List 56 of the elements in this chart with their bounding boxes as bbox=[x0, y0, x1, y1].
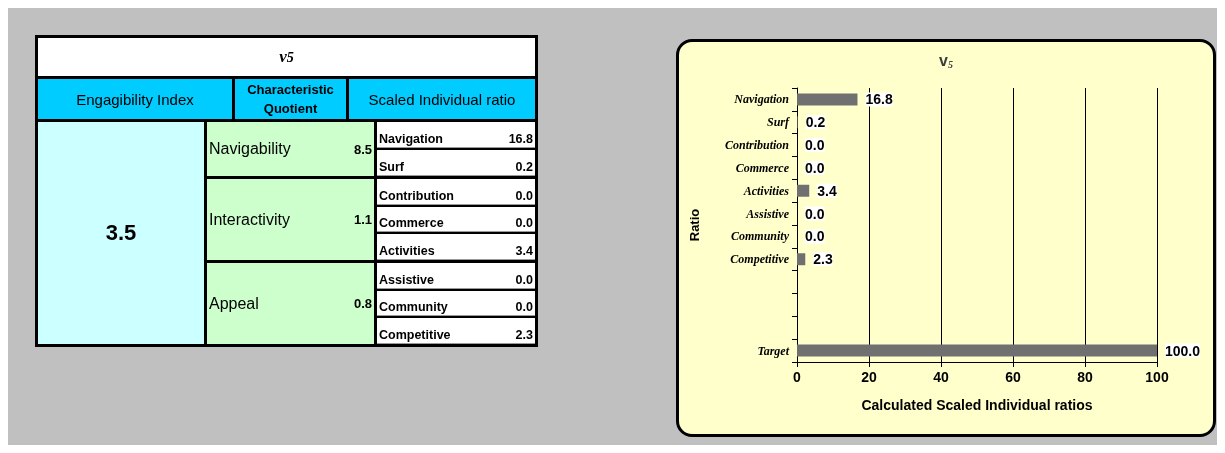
y-axis-title: Ratio bbox=[687, 208, 702, 242]
text: Activities bbox=[379, 244, 435, 259]
bar bbox=[797, 93, 858, 106]
data-label: 0.0 bbox=[805, 205, 825, 222]
text: Appeal bbox=[209, 294, 259, 313]
bar bbox=[797, 253, 806, 266]
data-label: 0.2 bbox=[805, 114, 826, 131]
text: Navigability bbox=[209, 140, 291, 158]
y-tick-label: Competitive bbox=[730, 252, 790, 267]
y-tick-label: Navigation bbox=[733, 92, 790, 107]
text: Competitive bbox=[379, 328, 451, 343]
text: 0.8 bbox=[353, 296, 372, 311]
x-tick-label: 100 bbox=[1145, 369, 1169, 385]
text: 2.3 bbox=[515, 328, 533, 343]
x-tick-label: 60 bbox=[1005, 369, 1021, 385]
text: 0.0 bbox=[515, 216, 533, 231]
x-tick-label: 80 bbox=[1077, 369, 1093, 385]
text: Interactivity bbox=[209, 210, 290, 229]
text: Scaled Individual ratio bbox=[349, 79, 535, 119]
y-tick-label: Contribution bbox=[724, 138, 790, 153]
data-label: 2.3 bbox=[813, 251, 833, 268]
text: 16.8 bbox=[508, 132, 533, 146]
text: Engagibility Index bbox=[38, 79, 232, 119]
text: Commerce bbox=[379, 216, 444, 231]
x-tick-label: 0 bbox=[793, 369, 802, 385]
y-tick-label: Commerce bbox=[735, 160, 790, 175]
text: 0.0 bbox=[515, 188, 533, 203]
text: Navigation bbox=[379, 132, 443, 146]
x-axis-title: Calculated Scaled Individual ratios bbox=[861, 397, 1093, 413]
text: 3.4 bbox=[515, 244, 533, 259]
data-label: 0.0 bbox=[805, 159, 825, 176]
y-tick-label: Assistive bbox=[745, 206, 790, 221]
data-label: 16.8 bbox=[865, 91, 893, 108]
bar bbox=[797, 184, 810, 197]
y-tick-label: Activities bbox=[742, 183, 790, 198]
text: 0.0 bbox=[515, 300, 533, 315]
text: Assistive bbox=[379, 272, 434, 287]
text: 0.0 bbox=[515, 272, 533, 287]
bar bbox=[797, 344, 1157, 357]
x-tick-label: 20 bbox=[861, 369, 877, 385]
text: Community bbox=[379, 300, 448, 315]
text: Characteristic Quotient bbox=[235, 79, 346, 119]
y-tick-label: Surf bbox=[766, 115, 790, 130]
data-label: 0.0 bbox=[805, 228, 825, 245]
x-tick-label: 40 bbox=[933, 369, 949, 385]
text: 1.1 bbox=[353, 212, 372, 227]
text: 0.2 bbox=[515, 160, 533, 174]
text: 8.5 bbox=[353, 141, 372, 157]
text: Contribution bbox=[379, 188, 454, 203]
text: Surf bbox=[379, 160, 404, 174]
data-label: 100.0 bbox=[1165, 342, 1201, 359]
data-label: 0.0 bbox=[805, 137, 825, 154]
y-tick-label: Target bbox=[757, 343, 790, 358]
text: 3.5 bbox=[38, 122, 204, 344]
data-label: 3.4 bbox=[817, 182, 837, 199]
y-tick-label: Community bbox=[730, 229, 790, 244]
